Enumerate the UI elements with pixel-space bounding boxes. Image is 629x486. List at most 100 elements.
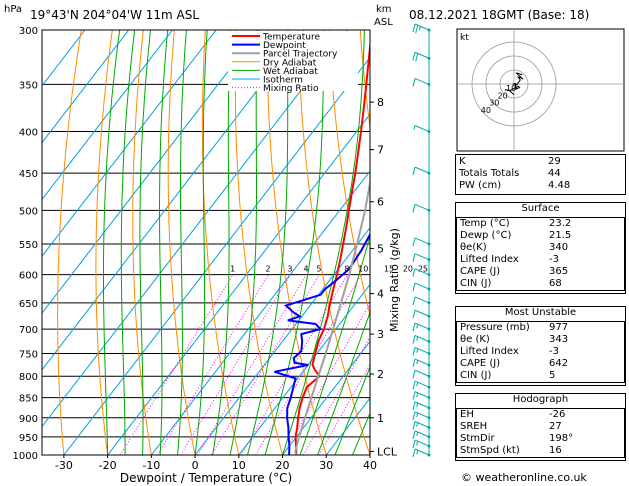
height-tick-label: 2 (377, 368, 384, 381)
barb-half-flag (416, 450, 419, 455)
barb-shaft (414, 391, 430, 399)
barb-shaft (414, 369, 430, 377)
wet-adiabat-line (159, 30, 169, 455)
isotherm-line (42, 30, 348, 428)
hodo-row: StmSpd (kt) 16 (457, 445, 624, 457)
barb-shaft (414, 309, 430, 317)
barb-half-flag (416, 402, 419, 408)
temp-tick-label: 0 (192, 459, 199, 472)
most-unstable-box: Pressure (mb) 977 θe (K) 343 Lifted Index -… (456, 321, 625, 383)
index-value: 44 (548, 168, 561, 179)
legend-label: Temperature (262, 33, 320, 43)
mixing-ratio-label: 5 (316, 265, 321, 274)
barb-shaft (414, 268, 430, 276)
mixing-ratio-label: 8 (344, 265, 349, 274)
mixing-ratio-label: 4 (304, 265, 309, 274)
row-label: Lifted Index (460, 346, 519, 357)
wet-adiabat-line (139, 30, 152, 455)
barb-half-flag (416, 431, 419, 437)
pressure-tick-label: 350 (19, 80, 38, 91)
barb-half-flag (416, 441, 419, 446)
barb-half-flag (416, 392, 419, 397)
surface-box: Temp (°C) 23.2 Dewp (°C) 21.5 θe(K) 340 Lif… (456, 217, 625, 291)
barb-half-flag (418, 26, 421, 31)
barb-flag (412, 335, 416, 344)
mixing-ratio-label: 15 (384, 265, 394, 274)
isotherm-line (42, 30, 173, 201)
height-unit-asl: ASL (374, 17, 393, 28)
barb-shaft (414, 253, 430, 261)
unstable-row: Lifted Index -3 (457, 346, 624, 358)
index-label: PW (cm) (459, 180, 502, 191)
dry-adiabat-line (328, 30, 370, 318)
barb-flag (412, 237, 416, 247)
wind-barb (412, 358, 431, 368)
isotherm-line (194, 226, 370, 455)
mixing-ratio-line (240, 274, 348, 455)
indices-row-k: K 29 (456, 156, 625, 168)
row-label: Dewp (°C) (460, 230, 512, 241)
barb-shaft (414, 346, 430, 354)
mixing-ratio-line (318, 363, 370, 455)
pressure-tick-label: 700 (19, 325, 38, 336)
barb-flag (412, 411, 416, 420)
surface-row: Lifted Index -3 (457, 254, 624, 266)
mixing-ratio-label: 25 (418, 265, 428, 274)
pressure-tick-label: 900 (19, 414, 38, 425)
barb-flag (412, 439, 416, 449)
row-label: SREH (460, 421, 488, 432)
indices-row-totals: Totals Totals 44 (456, 168, 625, 180)
barb-flag (412, 296, 416, 306)
barb-half-flag (416, 412, 419, 418)
barb-flag (412, 253, 416, 262)
legend-box (228, 31, 358, 91)
dewpoint-curve (274, 232, 370, 455)
barb-shaft (414, 411, 430, 419)
row-label: CIN (J) (460, 370, 492, 381)
temp-tick-label: 40 (363, 459, 377, 472)
pressure-tick-label: 400 (19, 128, 38, 139)
barb-shaft (414, 77, 430, 85)
barb-flag (412, 268, 416, 277)
isotherm-line (63, 56, 370, 455)
wet-adiabat-line (229, 30, 258, 455)
parcel-trajectory-curve (294, 177, 370, 455)
row-value: 977 (549, 322, 569, 333)
barb-flag (412, 310, 416, 319)
barb-shaft (414, 166, 430, 174)
wet-adiabat-line (299, 233, 370, 455)
hodograph-table: Hodograph EH -26 SREH 27 StmDir 198° StmSpd… (455, 393, 626, 461)
hodograph-ring-label: 30 (489, 99, 499, 108)
mixing-ratio-line (302, 336, 370, 455)
pressure-tick-label: 850 (19, 394, 38, 405)
hodograph-ring-label: 40 (481, 106, 491, 115)
x-axis-title: Dewpoint / Temperature (°C) (120, 471, 292, 485)
barb-shaft (414, 430, 430, 438)
barb-flag (412, 401, 416, 410)
wet-adiabat-line (194, 30, 208, 455)
temperature-curve (294, 38, 370, 455)
barb-shaft (414, 23, 430, 31)
temp-tick-label: -10 (142, 459, 160, 472)
mixing-ratio-line (119, 274, 234, 455)
copyright-link[interactable]: © weatheronline.co.uk (461, 471, 587, 484)
pressure-tick-label: 300 (19, 26, 38, 37)
datetime-title: 08.12.2021 18GMT (Base: 18) (409, 8, 590, 22)
barb-shaft (414, 448, 430, 456)
legend-label: Parcel Trajectory (263, 50, 338, 60)
wind-barb (413, 125, 431, 134)
wind-barb (412, 253, 431, 262)
hodo-row: StmDir 198° (457, 433, 624, 445)
dry-adiabat-line (57, 30, 82, 455)
row-label: Lifted Index (460, 254, 519, 265)
barb-half-flag (416, 336, 419, 341)
barb-flag (412, 167, 416, 176)
surface-row: Temp (°C) 23.2 (457, 218, 624, 230)
row-value: -3 (549, 346, 559, 357)
row-label: θe (K) (460, 334, 490, 345)
legend-label: Dewpoint (263, 41, 306, 51)
row-value: 21.5 (549, 230, 572, 241)
wet-adiabat-line (282, 30, 365, 455)
wet-adiabat-line (212, 30, 231, 455)
legend-label: Mixing Ratio (263, 84, 319, 94)
